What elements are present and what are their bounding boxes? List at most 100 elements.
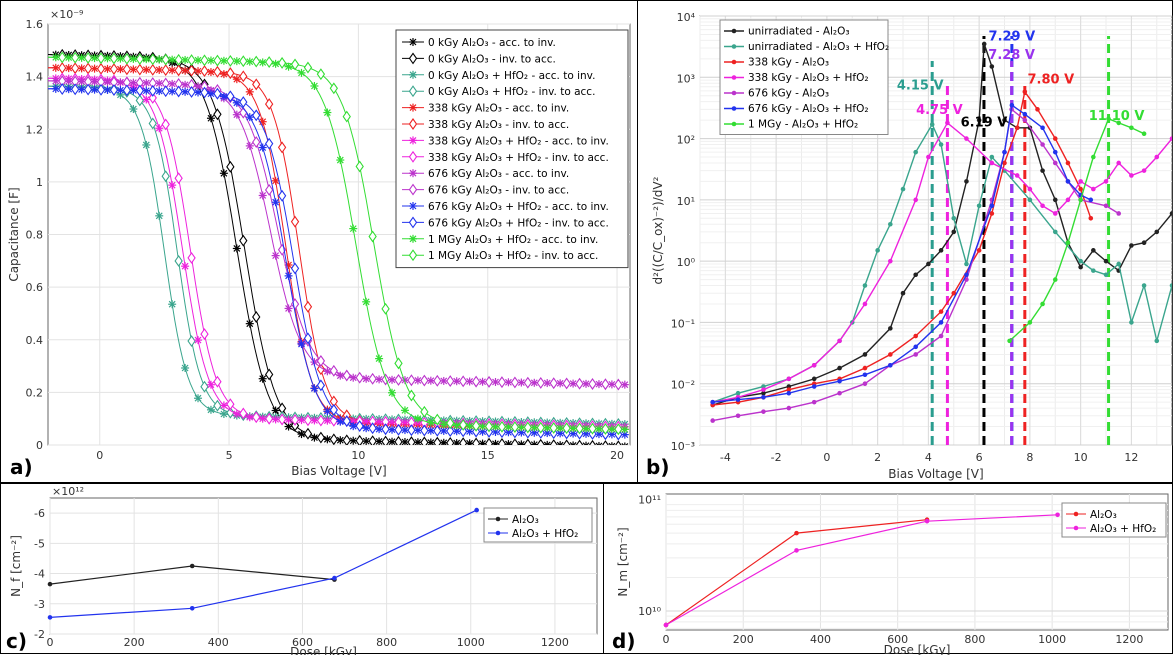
- series-marker: [394, 423, 403, 436]
- series-marker-stroke: [621, 443, 625, 445]
- legend-marker: [408, 249, 418, 262]
- series-marker: [407, 374, 416, 387]
- series-marker: [284, 62, 293, 71]
- series-marker: [297, 340, 306, 349]
- series-marker-stroke: [311, 385, 318, 392]
- series-marker-stroke: [585, 442, 590, 445]
- series-line: [712, 103, 1092, 403]
- series-marker-stroke: [207, 381, 215, 389]
- series-marker: [381, 435, 390, 445]
- series-marker-stroke: [559, 441, 564, 445]
- series-line: [712, 121, 1172, 403]
- legend-marker: [731, 90, 737, 96]
- series-marker: [608, 442, 616, 445]
- series-marker: [523, 376, 532, 389]
- series-marker: [232, 244, 241, 253]
- series-point: [794, 530, 799, 536]
- series-marker: [252, 109, 261, 122]
- series-point: [951, 216, 957, 221]
- series-point: [1027, 186, 1033, 192]
- series-marker: [226, 160, 235, 173]
- series-marker: [342, 434, 351, 445]
- series-point: [1007, 338, 1012, 344]
- series-marker: [264, 412, 274, 425]
- series-marker: [252, 78, 261, 91]
- series-marker: [329, 364, 338, 377]
- series-marker: [174, 53, 183, 66]
- x-tick-label: -4: [720, 451, 731, 464]
- series-marker: [595, 441, 603, 445]
- series-marker-stroke: [155, 124, 163, 132]
- legend-entry: 338 kGy Al₂O₃ - inv. to acc.: [428, 119, 569, 131]
- series-marker: [70, 51, 80, 64]
- series-point: [951, 290, 957, 296]
- series-marker: [316, 354, 326, 367]
- x-tick-label: 0: [96, 449, 103, 462]
- series-marker: [446, 436, 455, 445]
- legend-entry: 0 kGy Al₂O₃ + HfO₂ - acc. to inv.: [428, 70, 595, 82]
- series-point: [663, 622, 669, 628]
- series-marker: [342, 369, 351, 382]
- series-point: [900, 290, 906, 296]
- legend-entry: 676 kGy - Al₂O₃: [748, 88, 829, 100]
- series-marker: [316, 379, 326, 392]
- x-tick-label: 4: [925, 451, 932, 464]
- series-marker-stroke: [572, 441, 577, 445]
- series-point: [1129, 125, 1134, 131]
- series-marker-stroke: [608, 442, 612, 445]
- series-marker: [264, 183, 274, 196]
- series-point: [1141, 131, 1147, 137]
- series-marker-stroke: [220, 410, 228, 418]
- series-point: [837, 365, 842, 371]
- series-marker-stroke: [625, 443, 629, 445]
- legend-entry: 0 kGy Al₂O₃ + HfO₂ - inv. to acc.: [428, 86, 595, 98]
- series-point: [1116, 120, 1122, 126]
- series-marker: [562, 377, 571, 390]
- series-marker: [239, 96, 248, 109]
- x-tick-label: 1000: [457, 636, 485, 649]
- series-point: [474, 507, 479, 513]
- series-marker: [245, 87, 254, 96]
- series-marker-stroke: [414, 415, 422, 423]
- peak-annotation: 4.75 V: [916, 103, 963, 118]
- legend-marker: [408, 85, 418, 98]
- x-tick-label: 8: [1026, 451, 1033, 464]
- y-tick-label: 10⁰: [677, 256, 696, 269]
- series-point: [1040, 203, 1045, 209]
- x-tick-label: 1200: [541, 636, 569, 649]
- y-tick-label: 1.2: [26, 123, 44, 136]
- legend-marker-stroke: [409, 235, 417, 243]
- series-marker: [407, 436, 416, 445]
- series-marker: [174, 254, 183, 267]
- legend-marker: [409, 234, 417, 243]
- series-marker: [368, 230, 377, 243]
- series-marker: [161, 64, 170, 77]
- series-marker: [232, 110, 241, 119]
- series-marker: [323, 108, 332, 117]
- series-point: [189, 563, 195, 569]
- series-point: [926, 154, 931, 160]
- series-marker: [206, 68, 215, 77]
- series-point: [1040, 168, 1045, 173]
- series-marker: [290, 215, 300, 228]
- series-marker: [588, 422, 597, 435]
- series-marker-stroke: [349, 374, 357, 382]
- series-point: [938, 309, 944, 314]
- series-marker-stroke: [272, 252, 280, 260]
- series-marker: [239, 407, 248, 420]
- series-point: [1009, 102, 1015, 108]
- series-point: [1022, 117, 1028, 123]
- series-marker: [342, 415, 351, 428]
- series-marker: [284, 271, 293, 280]
- legend-entry: 676 kGy Al₂O₃ - inv. to acc.: [428, 185, 569, 197]
- series-marker: [271, 176, 280, 185]
- legend-entry: 1 MGy Al₂O₃ + HfO₂ - inv. to acc.: [428, 250, 598, 262]
- y-tick-label: 0.2: [26, 386, 44, 399]
- series-point: [811, 399, 817, 405]
- x-tick-label: 200: [733, 633, 754, 646]
- series-marker: [458, 418, 468, 431]
- series-marker-stroke: [129, 105, 137, 113]
- series-marker: [200, 86, 209, 99]
- series-point: [710, 399, 715, 405]
- series-marker: [303, 300, 313, 313]
